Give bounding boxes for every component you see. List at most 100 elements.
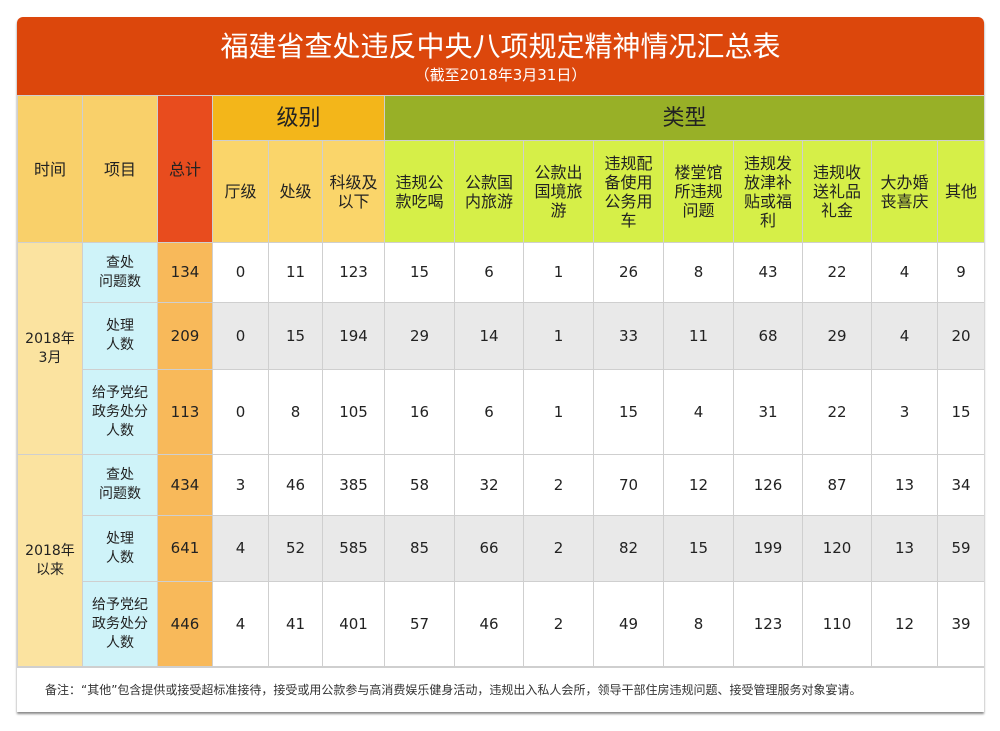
cell-value: 4	[663, 369, 735, 455]
time-period: 2018年 3月	[17, 242, 83, 455]
summary-table: 时间 项目 总计 级别 类型 厅级 处级 科级及 以下 违规公 款吃喝 公款国 内旅游公…	[17, 95, 984, 667]
cell-value: 4	[212, 581, 269, 667]
header-type-0: 违规公 款吃喝	[384, 140, 456, 243]
cell-value: 39	[937, 581, 984, 667]
cell-value: 87	[802, 454, 873, 516]
cell-value: 43	[733, 242, 804, 303]
cell-value: 15	[593, 369, 665, 455]
cell-value: 13	[871, 454, 939, 516]
row-item: 查处 问题数	[82, 454, 158, 516]
cell-value: 3	[212, 454, 269, 516]
cell-value: 1	[523, 369, 595, 455]
cell-value: 0	[212, 369, 269, 455]
cell-value: 46	[454, 581, 525, 667]
cell-value: 4	[871, 242, 939, 303]
cell-value: 26	[593, 242, 665, 303]
cell-value: 16	[384, 369, 456, 455]
cell-value: 123	[733, 581, 804, 667]
cell-value: 105	[321, 369, 386, 455]
header-type-6: 违规收 送礼品 礼金	[802, 140, 873, 243]
header-type-3: 违规配 备使用 公务用 车	[593, 140, 665, 243]
summary-card: 福建省查处违反中央八项规定精神情况汇总表 （截至2018年3月31日） 时间 项…	[17, 17, 984, 712]
row-item: 查处 问题数	[82, 242, 158, 303]
cell-value: 2	[523, 515, 595, 582]
row-item: 给予党纪 政务处分 人数	[82, 581, 158, 667]
table-row: 2018年 以来 查处 问题数 434 3 46 385 58 32 2 70 12 126 87 13 3…	[17, 454, 984, 667]
cell-value: 66	[454, 515, 525, 582]
header-time: 时间	[17, 95, 83, 243]
cell-value: 58	[384, 454, 456, 516]
row-total: 446	[157, 581, 213, 667]
header-level-0: 厅级	[212, 140, 269, 243]
cell-value: 15	[384, 242, 456, 303]
cell-value: 4	[871, 302, 939, 370]
header-type-4: 楼堂馆 所违规 问题	[663, 140, 735, 243]
cell-value: 34	[937, 454, 984, 516]
row-total: 641	[157, 515, 213, 582]
header-level-group: 级别	[211, 95, 386, 141]
cell-value: 32	[454, 454, 525, 516]
cell-value: 3	[871, 369, 939, 455]
cell-value: 126	[733, 454, 804, 516]
table-row: 2018年 3月 查处 问题数 134 0 11 123 15 6 1 26 8 43 22 4 9	[17, 242, 984, 455]
cell-value: 46	[268, 454, 323, 516]
cell-value: 33	[593, 302, 665, 370]
cell-value: 0	[212, 242, 269, 303]
cell-value: 11	[268, 242, 323, 303]
cell-value: 57	[384, 581, 456, 667]
cell-value: 52	[268, 515, 323, 582]
table-row: 给予党纪 政务处分 人数 446 4 41 401 57 46 2 49 8 123 110 12 39	[18, 581, 984, 667]
cell-value: 22	[802, 242, 873, 303]
cell-value: 31	[733, 369, 804, 455]
cell-value: 29	[384, 302, 456, 370]
cell-value: 8	[663, 581, 735, 667]
cell-value: 15	[268, 302, 323, 370]
header-type-5: 违规发 放津补 贴或福 利	[733, 140, 804, 243]
cell-value: 68	[733, 302, 804, 370]
cell-value: 110	[802, 581, 873, 667]
header-total: 总计	[157, 95, 213, 243]
footnote: 备注：“其他”包含提供或接受超标准接待，接受或用公款参与高消费娱乐健身活动，违规…	[17, 667, 984, 712]
cell-value: 194	[321, 302, 386, 370]
cell-value: 49	[593, 581, 665, 667]
header-type-group: 类型	[384, 95, 984, 141]
cell-value: 9	[937, 242, 984, 303]
table-row: 处理 人数 641 4 52 585 85 66 2 82 15 199 120 13 59	[18, 515, 984, 582]
cell-value: 11	[663, 302, 735, 370]
cell-value: 0	[212, 302, 269, 370]
row-item: 处理 人数	[82, 515, 158, 582]
cell-value: 29	[802, 302, 873, 370]
cell-value: 59	[937, 515, 984, 582]
row-item: 给予党纪 政务处分 人数	[82, 369, 158, 455]
cell-value: 2	[523, 581, 595, 667]
cell-value: 6	[454, 369, 525, 455]
cell-value: 1	[523, 242, 595, 303]
page-subtitle: （截至2018年3月31日）	[414, 66, 587, 84]
row-total: 434	[157, 454, 213, 516]
cell-value: 70	[593, 454, 665, 516]
time-period: 2018年 以来	[17, 454, 83, 667]
table-row: 给予党纪 政务处分 人数 113 0 8 105 16 6 1 15 4 31 22 3 15	[18, 369, 984, 455]
cell-value: 6	[454, 242, 525, 303]
row-total: 209	[157, 302, 213, 370]
page-title: 福建省查处违反中央八项规定精神情况汇总表	[220, 30, 781, 63]
title-bar: 福建省查处违反中央八项规定精神情况汇总表 （截至2018年3月31日）	[17, 17, 984, 95]
header-type-7: 大办婚 丧喜庆	[871, 140, 939, 243]
cell-value: 82	[593, 515, 665, 582]
cell-value: 20	[937, 302, 984, 370]
cell-value: 199	[733, 515, 804, 582]
cell-value: 123	[321, 242, 386, 303]
cell-value: 15	[937, 369, 984, 455]
cell-value: 120	[802, 515, 873, 582]
cell-value: 2	[523, 454, 595, 516]
cell-value: 41	[268, 581, 323, 667]
cell-value: 8	[663, 242, 735, 303]
cell-value: 8	[268, 369, 323, 455]
cell-value: 385	[321, 454, 386, 516]
table-row: 处理 人数 209 0 15 194 29 14 1 33 11 68 29 4 20	[18, 302, 984, 370]
row-item: 处理 人数	[82, 302, 158, 370]
header-type-1: 公款国 内旅游	[454, 140, 525, 243]
cell-value: 12	[663, 454, 735, 516]
header-level-2: 科级及 以下	[321, 140, 386, 243]
cell-value: 13	[871, 515, 939, 582]
